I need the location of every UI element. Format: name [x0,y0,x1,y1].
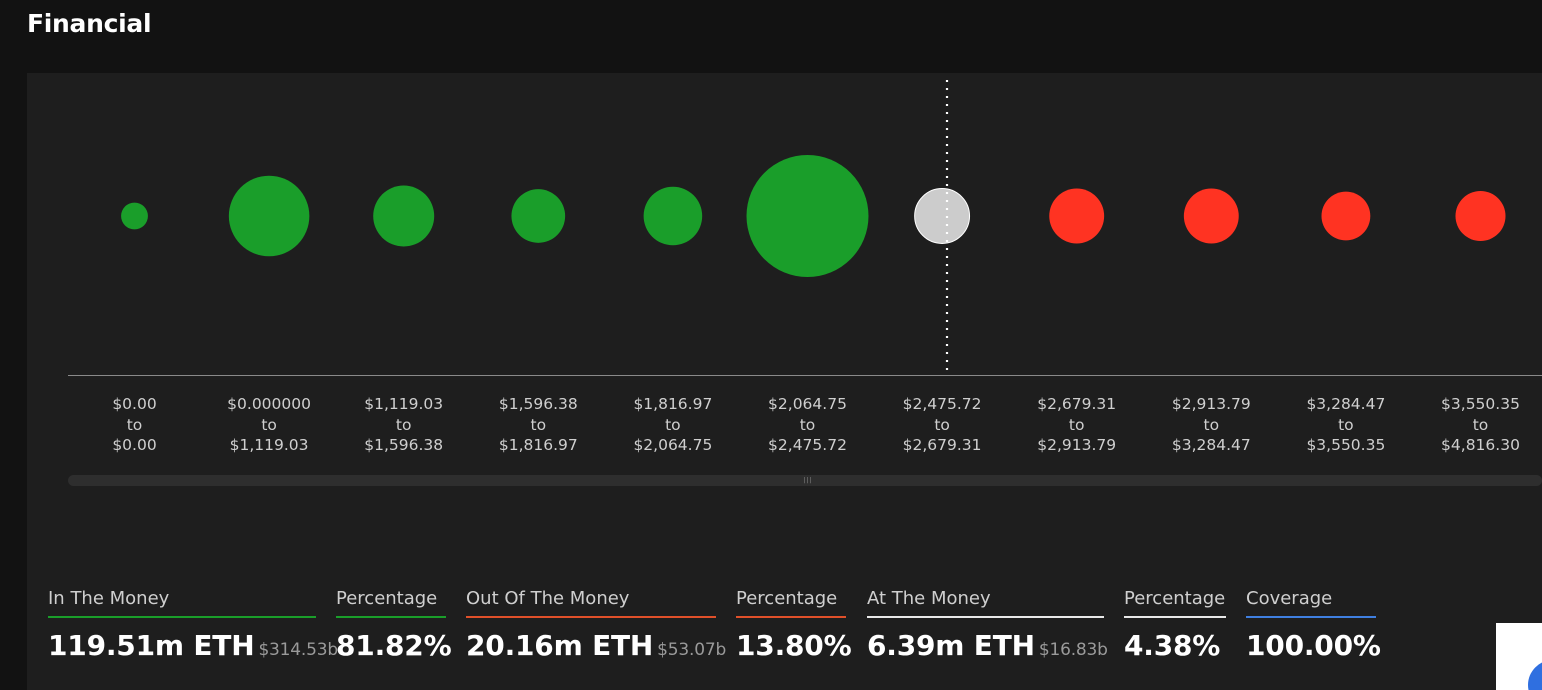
tick-price: $2,475.72 [902,395,982,413]
bubble-out-the-money[interactable] [1183,188,1239,244]
at-the-money-eth: 6.39m ETH [867,629,1035,662]
tick-price: $0.000000 [227,395,311,413]
tick-price: $3,284.47 [1306,395,1386,413]
tick-separator: to [1472,415,1489,434]
tick-price: $1,596.38 [364,436,444,454]
tick-separator: to [126,415,143,434]
tick-price: $1,119.03 [229,436,309,454]
bubble-in-the-money[interactable] [121,202,148,230]
tick-price: $0.00 [112,395,157,413]
x-tick-label: $2,475.72 to $2,679.31 [877,394,1007,456]
x-tick-label: $1,119.03 to $1,596.38 [339,394,469,456]
x-tick-label: $2,913.79 to $3,284.47 [1146,394,1276,456]
x-tick-label: $3,550.35 to $4,816.30 [1416,394,1542,456]
in-the-money-eth: 119.51m ETH [48,629,255,662]
tick-price: $1,816.97 [498,436,578,454]
tick-separator: to [1203,415,1220,434]
tick-price: $2,913.79 [1037,436,1117,454]
x-tick-label: $1,596.38 to $1,816.97 [473,394,603,456]
tick-separator: to [530,415,547,434]
tick-price: $4,816.30 [1441,436,1520,454]
bubble-in-the-money[interactable] [746,155,869,277]
tick-price: $3,550.35 [1441,395,1520,413]
bubble-out-the-money[interactable] [1455,190,1506,242]
tick-price: $2,913.79 [1171,395,1251,413]
at-the-money-usd: $16.83b [1038,640,1108,660]
tick-separator: to [1068,415,1085,434]
in-the-money-value: 119.51m ETH $314.53b [48,629,338,662]
coverage-stat: Coverage 100.00% [1246,588,1381,662]
out-of-the-money-stat: Out Of The Money 20.16m ETH $53.07b [466,588,726,662]
out-of-the-money-usd: $53.07b [657,640,727,660]
out-of-the-money-value: 20.16m ETH $53.07b [466,629,726,662]
at-percentage-label: Percentage [1124,588,1226,618]
out-percentage-stat: Percentage 13.80% [736,588,852,662]
out-of-the-money-label: Out Of The Money [466,588,716,618]
bubble-chart [68,80,1542,376]
bubble-in-the-money[interactable] [643,186,703,246]
tick-separator: to [261,415,277,434]
tick-price: $3,550.35 [1306,436,1386,454]
tick-price: $3,284.47 [1171,436,1251,454]
in-percentage-stat: Percentage 81.82% [336,588,452,662]
in-the-money-label: In The Money [48,588,316,618]
tick-separator: to [934,415,950,434]
at-percentage-value: 4.38% [1124,629,1221,662]
coverage-value: 100.00% [1246,629,1381,662]
chart-scrollbar[interactable] [68,475,1542,486]
coverage-label: Coverage [1246,588,1376,618]
tick-price: $1,596.38 [498,395,578,413]
tick-price: $2,064.75 [633,436,713,454]
tick-separator: to [1338,415,1354,434]
at-percentage-stat: Percentage 4.38% [1124,588,1226,662]
tick-price: $2,679.31 [902,436,982,454]
at-the-money-stat: At The Money 6.39m ETH $16.83b [867,588,1108,662]
x-tick-label: $1,816.97 to $2,064.75 [608,394,738,456]
in-the-money-usd: $314.53b [258,640,338,660]
out-percentage-label: Percentage [736,588,846,618]
tick-price: $1,119.03 [364,395,444,413]
bubble-out-the-money[interactable] [1321,191,1371,241]
bubble-out-the-money[interactable] [1049,188,1105,244]
bubble-in-the-money[interactable] [228,175,310,257]
scrollbar-grip-icon[interactable]: ||| [803,477,813,484]
out-percentage-value: 13.80% [736,629,852,662]
page-title: Financial [27,9,152,38]
x-tick-label: $3,284.47 to $3,550.35 [1281,394,1411,456]
tick-price: $2,475.72 [768,436,847,454]
bubble-in-the-money[interactable] [373,185,435,247]
at-the-money-value: 6.39m ETH $16.83b [867,629,1108,662]
at-the-money-label: At The Money [867,588,1104,618]
tick-price: $2,064.75 [768,395,847,413]
x-tick-label: $2,679.31 to $2,913.79 [1012,394,1142,456]
tick-separator: to [665,415,681,434]
bubble-in-the-money[interactable] [511,189,566,243]
in-the-money-stat: In The Money 119.51m ETH $314.53b [48,588,338,662]
x-tick-label: $0.000000 to $1,119.03 [204,394,334,456]
in-percentage-label: Percentage [336,588,446,618]
out-of-the-money-eth: 20.16m ETH [466,629,654,662]
tick-price: $1,816.97 [633,395,713,413]
tick-price: $0.00 [112,436,157,454]
bubble-layer [121,155,1506,277]
tick-price: $2,679.31 [1037,395,1117,413]
tick-separator: to [799,415,816,434]
bubble-at-the-money[interactable] [914,188,971,244]
x-tick-label: $2,064.75 to $2,475.72 [743,394,873,456]
in-percentage-value: 81.82% [336,629,452,662]
tick-separator: to [395,415,412,434]
x-tick-label: $0.00 to $0.00 [70,394,200,456]
